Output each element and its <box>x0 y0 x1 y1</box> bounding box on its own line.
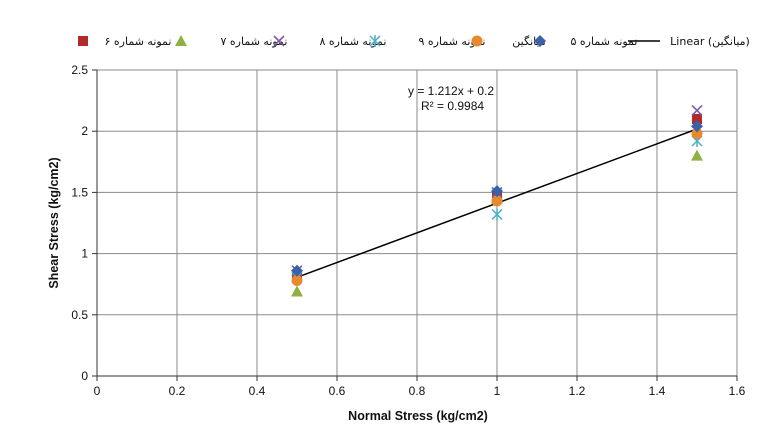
point-star <box>491 208 503 221</box>
point-circle <box>291 275 303 287</box>
y-tick-label: 1.5 <box>71 185 88 199</box>
legend-marker-triangle <box>175 35 187 46</box>
trendline-r-squared: R² = 0.9984 <box>421 99 484 113</box>
point-triangle <box>691 149 703 161</box>
legend-marker-circle <box>471 35 483 47</box>
legend-label-trendline: Linear (میانگین) <box>670 35 750 48</box>
legend-marker-diamond <box>534 35 546 47</box>
x-tick-label: 1.2 <box>569 384 586 398</box>
y-tick-label: 2.5 <box>71 63 88 77</box>
x-tick-label: 0.8 <box>409 384 426 398</box>
tick-labels: 0 0.2 0.4 0.6 0.8 1 1.2 1.4 1.6 0 0.5 1 1.5 2 2.5 <box>71 63 745 398</box>
point-diamond <box>491 185 503 198</box>
point-square <box>692 113 702 124</box>
legend-marker-star <box>369 35 381 47</box>
legend-marker-square <box>78 36 88 46</box>
gridlines <box>97 69 738 376</box>
point-diamond <box>691 120 703 133</box>
point-circle <box>491 195 503 207</box>
trendline-equation: y = 1.212x + 0.2 <box>408 84 494 98</box>
y-tick-label: 0 <box>81 369 88 383</box>
point-x <box>691 104 703 116</box>
x-axis-title: Normal Stress (kg/cm2) <box>348 409 488 423</box>
axes <box>92 69 738 381</box>
y-tick-label: 0.5 <box>71 308 88 322</box>
data-points <box>291 104 703 297</box>
y-tick-label: 2 <box>81 124 88 138</box>
legend-label: نمونه شماره ۷ <box>221 35 288 48</box>
point-circle <box>691 128 703 140</box>
legend-label: نمونه شماره ۸ <box>320 35 387 48</box>
x-tick-label: 0.6 <box>329 384 346 398</box>
x-tick-label: 0.4 <box>249 384 266 398</box>
legend-label: نمونه شماره ۹ <box>419 35 486 48</box>
x-tick-label: 0.2 <box>169 384 186 398</box>
legend-label: نمونه شماره ۶ <box>105 35 172 48</box>
x-tick-label: 1.4 <box>649 384 666 398</box>
point-triangle <box>291 285 303 297</box>
x-tick-label: 1.6 <box>729 384 746 398</box>
legend-marker-x <box>273 35 285 47</box>
legend: نمونه شماره ۶ نمونه شماره ۷ نمونه شماره ۸ ن… <box>78 35 750 48</box>
point-diamond <box>291 264 303 277</box>
y-axis-title: Shear Stress (kg/cm2) <box>47 157 61 288</box>
legend-label: نمونه شماره ۵ <box>571 35 638 48</box>
y-tick-label: 1 <box>81 247 88 261</box>
x-tick-label: 1 <box>494 384 501 398</box>
x-tick-label: 0 <box>94 384 101 398</box>
